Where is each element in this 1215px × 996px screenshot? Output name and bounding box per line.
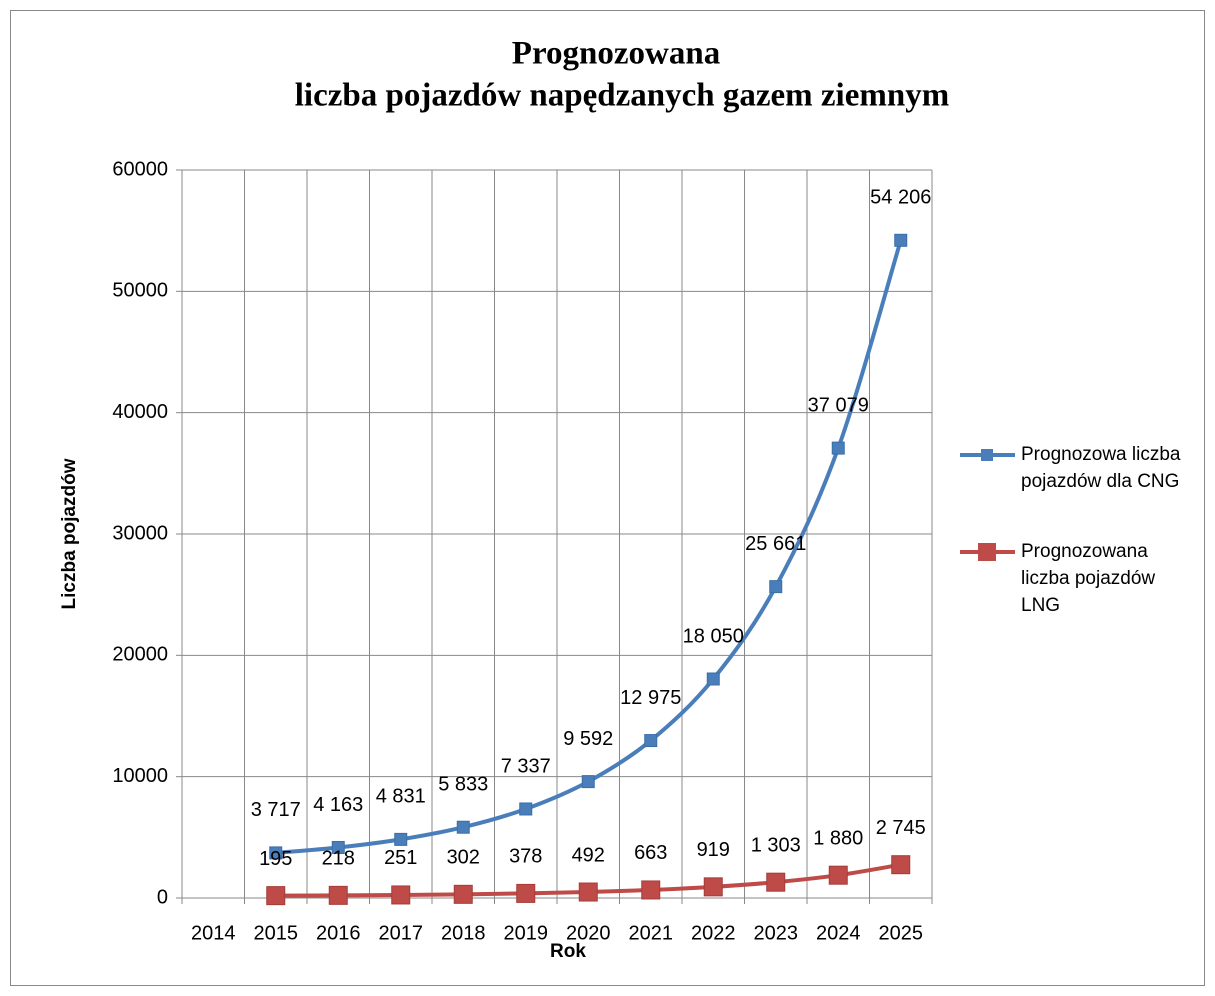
marker [453, 884, 473, 904]
marker [331, 840, 345, 854]
y-tick-label: 60000 [112, 158, 168, 180]
data-label: 218 [322, 848, 355, 870]
data-label: 4 831 [376, 786, 426, 808]
y-tick-label: 40000 [112, 401, 168, 423]
legend-label: Prognozowa liczba pojazdów dla CNG [1021, 444, 1181, 492]
marker [644, 734, 658, 748]
marker [641, 880, 661, 900]
chart-title: liczba pojazdów napędzanych gazem ziemny… [295, 78, 949, 114]
x-tick-label: 2014 [191, 922, 236, 944]
x-tick-label: 2015 [254, 922, 299, 944]
y-tick-label: 30000 [112, 522, 168, 544]
data-label: 3 717 [251, 799, 301, 821]
x-tick-label: 2024 [816, 922, 861, 944]
x-tick-label: 2016 [316, 922, 361, 944]
data-label: 378 [509, 846, 542, 868]
data-label: 1 303 [751, 834, 801, 856]
data-label: 1 880 [813, 827, 863, 849]
x-tick-label: 2018 [441, 922, 486, 944]
chart-title: Prognozowana [512, 36, 720, 72]
data-label: 18 050 [683, 625, 744, 647]
data-label: 663 [634, 842, 667, 864]
marker [266, 886, 286, 906]
data-label: 2 745 [876, 817, 926, 839]
data-label: 4 163 [313, 794, 363, 816]
marker [578, 882, 598, 902]
legend-label: Prognozowana liczba pojazdów LNG [1021, 541, 1155, 616]
marker [891, 855, 911, 875]
data-label: 492 [572, 844, 605, 866]
marker [456, 820, 470, 834]
legend-marker [978, 543, 996, 561]
marker [394, 832, 408, 846]
marker [831, 441, 845, 455]
data-label: 54 206 [870, 187, 931, 209]
data-label: 5 833 [438, 774, 488, 796]
y-tick-label: 0 [157, 886, 168, 908]
y-axis-label: Liczba pojazdów [59, 458, 80, 609]
x-tick-label: 2019 [504, 922, 549, 944]
x-tick-label: 2021 [629, 922, 674, 944]
marker [769, 580, 783, 594]
marker [706, 672, 720, 686]
data-label: 919 [697, 839, 730, 861]
marker [269, 846, 283, 860]
data-label: 251 [384, 847, 417, 869]
marker [328, 885, 348, 905]
marker [703, 877, 723, 897]
x-tick-label: 2023 [754, 922, 799, 944]
data-label: 195 [259, 848, 292, 870]
data-label: 302 [447, 847, 480, 869]
legend-marker [981, 449, 993, 461]
x-tick-label: 2025 [879, 922, 924, 944]
legend-line-text: Prognozowa liczba [1021, 444, 1181, 465]
data-label: 25 661 [745, 533, 806, 555]
marker [766, 872, 786, 892]
marker [828, 865, 848, 885]
legend-line-text: Prognozowana [1021, 541, 1148, 562]
y-tick-label: 10000 [112, 765, 168, 787]
data-label: 9 592 [563, 728, 613, 750]
marker [391, 885, 411, 905]
x-tick-label: 2017 [379, 922, 424, 944]
x-axis-label: Rok [550, 941, 586, 962]
legend-line-text: liczba pojazdów [1021, 568, 1155, 589]
data-label: 7 337 [501, 755, 551, 777]
x-tick-label: 2022 [691, 922, 736, 944]
y-tick-label: 50000 [112, 280, 168, 302]
legend-line-text: LNG [1021, 595, 1060, 616]
marker [894, 233, 908, 247]
data-label: 12 975 [620, 687, 681, 709]
x-tick-label: 2020 [566, 922, 611, 944]
marker [516, 883, 536, 903]
y-tick-label: 20000 [112, 644, 168, 666]
legend-line-text: pojazdów dla CNG [1021, 471, 1179, 492]
marker [581, 775, 595, 789]
marker [519, 802, 533, 816]
chart-border [10, 10, 1205, 986]
data-label: 37 079 [808, 394, 869, 416]
